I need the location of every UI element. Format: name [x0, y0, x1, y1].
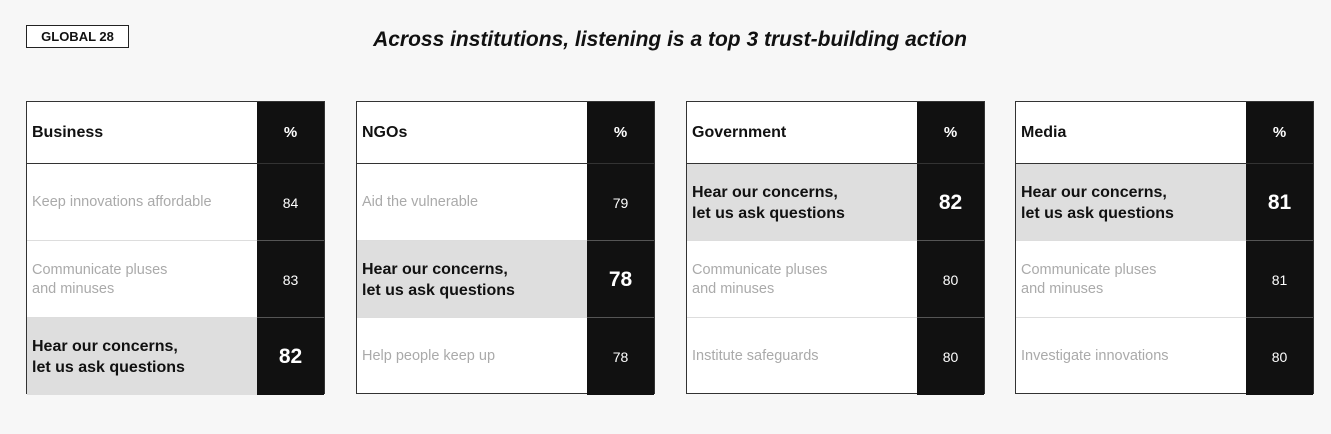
panel-title: Government	[692, 124, 787, 141]
value-cell: 83	[257, 240, 324, 318]
panel-business: Business% Keep innovations affordable 84 Co…	[26, 101, 325, 395]
action-label: Investigate innovations	[1021, 348, 1169, 364]
table-row: Hear our concerns, let us ask questions 82	[27, 317, 324, 395]
table-row: Aid the vulnerable 79	[357, 163, 654, 241]
action-label: Institute safeguards	[692, 348, 819, 364]
action-label: Aid the vulnerable	[362, 194, 479, 210]
percent-header: %	[587, 102, 654, 163]
action-label: Keep innovations affordable	[32, 194, 212, 210]
table-row: Hear our concerns, let us ask questions 81	[1016, 163, 1313, 241]
table-row: Institute safeguards 80	[687, 317, 984, 395]
highlighted-action-label: Hear our concerns, let us ask questions	[687, 164, 917, 241]
panel-header: Business%	[27, 102, 324, 163]
percent-header: %	[917, 102, 984, 163]
table-row: Keep innovations affordable 84	[27, 163, 324, 241]
highlighted-value: 78	[587, 240, 654, 318]
panel-header: Government%	[687, 102, 984, 163]
highlighted-value: 81	[1246, 164, 1313, 241]
table-row: Hear our concerns, let us ask questions 82	[687, 163, 984, 241]
action-label: Help people keep up	[362, 348, 496, 364]
value-cell: 81	[1246, 240, 1313, 318]
highlighted-value: 82	[917, 164, 984, 241]
table-row: Communicate pluses and minuses 80	[687, 240, 984, 318]
value-cell: 80	[917, 240, 984, 318]
value-cell: 80	[917, 317, 984, 395]
highlighted-action-label: Hear our concerns, let us ask questions	[27, 318, 257, 395]
highlighted-value: 82	[257, 317, 324, 395]
table-row: Investigate innovations 80	[1016, 317, 1313, 395]
panel-title: Media	[1021, 124, 1067, 141]
table-row: Communicate pluses and minuses 83	[27, 240, 324, 318]
percent-header: %	[257, 102, 324, 163]
highlighted-action-label: Hear our concerns, let us ask questions	[357, 241, 587, 318]
panel-government: Government% Hear our concerns, let us ask …	[686, 101, 985, 395]
panel-media: Media% Hear our concerns, let us ask quest…	[1015, 101, 1314, 395]
action-label: Communicate pluses and minuses	[692, 261, 828, 297]
value-cell: 79	[587, 164, 654, 241]
value-cell: 80	[1246, 317, 1313, 395]
action-label: Communicate pluses and minuses	[1021, 261, 1157, 297]
chart-title: Across institutions, listening is a top …	[373, 28, 967, 51]
panel-title: Business	[32, 124, 104, 141]
value-cell: 84	[257, 164, 324, 241]
panel-title: NGOs	[362, 124, 408, 141]
table-row: Hear our concerns, let us ask questions 78	[357, 240, 654, 318]
value-cell: 78	[587, 317, 654, 395]
region-badge: GLOBAL 28	[26, 25, 129, 48]
table-row: Help people keep up 78	[357, 317, 654, 395]
panel-header: NGOs%	[357, 102, 654, 163]
panel-ngos: NGOs% Aid the vulnerable 79 Hear our concer…	[356, 101, 655, 395]
panel-header: Media%	[1016, 102, 1313, 163]
highlighted-action-label: Hear our concerns, let us ask questions	[1016, 164, 1246, 241]
action-label: Communicate pluses and minuses	[32, 261, 168, 297]
percent-header: %	[1246, 102, 1313, 163]
table-row: Communicate pluses and minuses 81	[1016, 240, 1313, 318]
